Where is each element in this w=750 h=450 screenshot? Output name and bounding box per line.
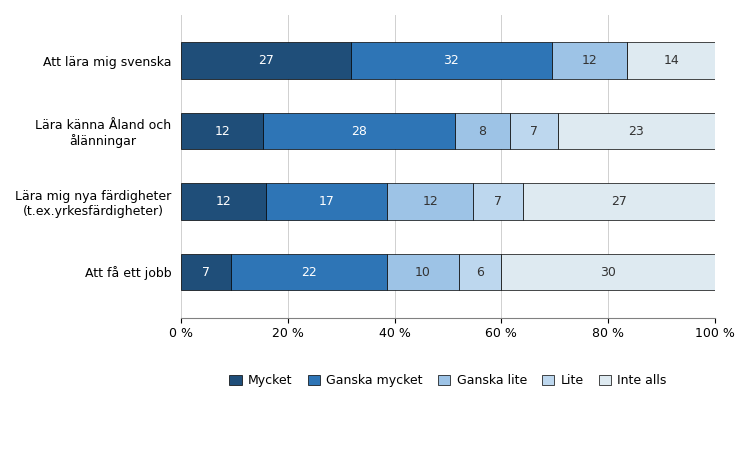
Text: 23: 23	[628, 125, 644, 138]
Bar	[627, 42, 715, 79]
Text: 7: 7	[530, 125, 538, 138]
Bar	[231, 254, 388, 290]
Bar	[557, 113, 715, 149]
Bar	[181, 42, 350, 79]
Text: 12: 12	[214, 125, 230, 138]
Bar	[459, 254, 502, 290]
Text: 7: 7	[494, 195, 502, 208]
Legend: Mycket, Ganska mycket, Ganska lite, Lite, Inte alls: Mycket, Ganska mycket, Ganska lite, Lite…	[224, 369, 672, 392]
Text: 12: 12	[216, 195, 232, 208]
Text: 8: 8	[478, 125, 486, 138]
Bar	[388, 254, 459, 290]
Text: 12: 12	[581, 54, 597, 67]
Text: 28: 28	[351, 125, 367, 138]
Bar	[181, 113, 263, 149]
Text: 27: 27	[258, 54, 274, 67]
Bar	[181, 254, 231, 290]
Bar	[473, 183, 523, 220]
Text: 7: 7	[202, 266, 210, 279]
Text: 12: 12	[422, 195, 438, 208]
Bar	[510, 113, 557, 149]
Bar	[552, 42, 627, 79]
Text: 17: 17	[319, 195, 335, 208]
Bar	[350, 42, 552, 79]
Bar	[502, 254, 715, 290]
Bar	[181, 183, 266, 220]
Text: 30: 30	[600, 266, 616, 279]
Text: 32: 32	[443, 54, 459, 67]
Bar	[523, 183, 715, 220]
Text: 22: 22	[302, 266, 317, 279]
Bar	[266, 183, 388, 220]
Text: 6: 6	[476, 266, 484, 279]
Text: 10: 10	[416, 266, 431, 279]
Bar	[263, 113, 454, 149]
Text: 14: 14	[663, 54, 679, 67]
Text: 27: 27	[611, 195, 627, 208]
Bar	[454, 113, 510, 149]
Bar	[388, 183, 473, 220]
